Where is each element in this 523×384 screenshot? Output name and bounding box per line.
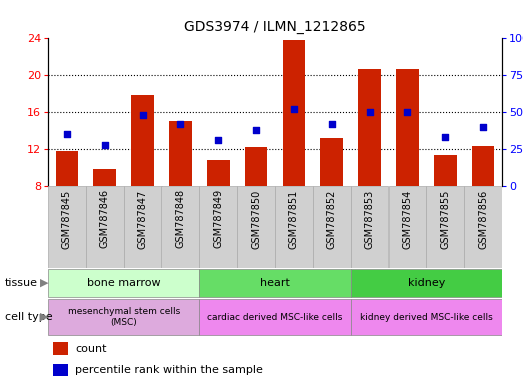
Text: GSM787854: GSM787854: [402, 189, 413, 248]
Point: [366, 109, 374, 115]
Bar: [321, 138, 343, 186]
Bar: [350, 268, 502, 297]
Text: count: count: [75, 344, 107, 354]
Point: [252, 127, 260, 133]
Point: [290, 106, 298, 112]
Bar: [396, 68, 419, 186]
Bar: [313, 186, 350, 268]
Text: mesenchymal stem cells
(MSC): mesenchymal stem cells (MSC): [67, 307, 180, 327]
Text: GSM787850: GSM787850: [251, 189, 261, 248]
Bar: [350, 186, 389, 268]
Point: [176, 121, 185, 127]
Bar: [199, 299, 350, 335]
Point: [441, 134, 449, 140]
Text: kidney: kidney: [407, 278, 445, 288]
Bar: [358, 68, 381, 186]
Text: ▶: ▶: [40, 312, 49, 322]
Bar: [472, 146, 494, 186]
Bar: [426, 186, 464, 268]
Bar: [162, 186, 199, 268]
Point: [327, 121, 336, 127]
Bar: [55, 151, 78, 186]
Text: GSM787847: GSM787847: [138, 189, 147, 248]
Bar: [169, 121, 192, 186]
Point: [403, 109, 412, 115]
Bar: [94, 169, 116, 186]
Text: GSM787848: GSM787848: [175, 189, 186, 248]
Bar: [52, 343, 69, 355]
Text: bone marrow: bone marrow: [87, 278, 161, 288]
Text: GSM787855: GSM787855: [440, 189, 450, 249]
Bar: [86, 186, 123, 268]
Text: GSM787853: GSM787853: [365, 189, 374, 248]
Bar: [389, 186, 426, 268]
Bar: [275, 186, 313, 268]
Text: GSM787849: GSM787849: [213, 189, 223, 248]
Bar: [237, 186, 275, 268]
Bar: [52, 364, 69, 376]
Bar: [131, 95, 154, 186]
Title: GDS3974 / ILMN_1212865: GDS3974 / ILMN_1212865: [184, 20, 366, 34]
Bar: [434, 154, 457, 186]
Text: GSM787852: GSM787852: [327, 189, 337, 249]
Point: [479, 124, 487, 130]
Bar: [199, 186, 237, 268]
Text: GSM787845: GSM787845: [62, 189, 72, 248]
Text: heart: heart: [260, 278, 290, 288]
Text: cell type: cell type: [5, 312, 53, 322]
Bar: [350, 299, 502, 335]
Bar: [48, 186, 86, 268]
Bar: [123, 186, 162, 268]
Bar: [282, 40, 305, 186]
Text: percentile rank within the sample: percentile rank within the sample: [75, 365, 263, 375]
Point: [139, 112, 147, 118]
Text: GSM787851: GSM787851: [289, 189, 299, 248]
Bar: [207, 160, 230, 186]
Bar: [464, 186, 502, 268]
Text: GSM787846: GSM787846: [100, 189, 110, 248]
Text: cardiac derived MSC-like cells: cardiac derived MSC-like cells: [207, 313, 343, 321]
Bar: [48, 268, 199, 297]
Point: [63, 131, 71, 137]
Bar: [245, 147, 267, 186]
Text: kidney derived MSC-like cells: kidney derived MSC-like cells: [360, 313, 493, 321]
Text: tissue: tissue: [5, 278, 38, 288]
Bar: [48, 299, 199, 335]
Point: [214, 137, 222, 143]
Text: GSM787856: GSM787856: [478, 189, 488, 248]
Bar: [199, 268, 350, 297]
Text: ▶: ▶: [40, 278, 49, 288]
Point: [100, 141, 109, 147]
